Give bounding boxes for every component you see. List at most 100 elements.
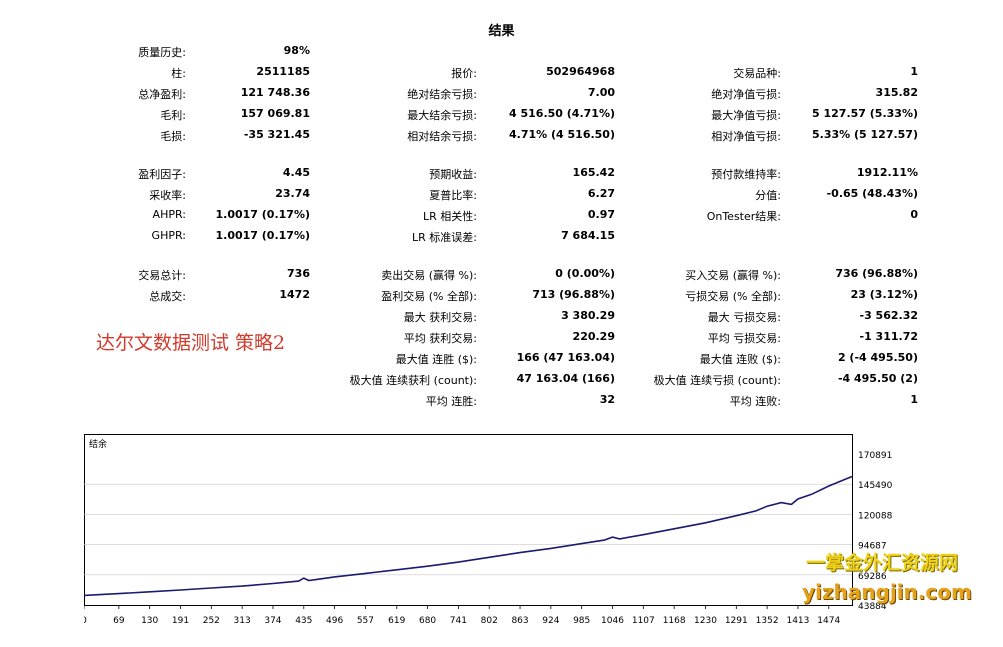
history-quality-value: 98% <box>283 44 310 57</box>
profit-factor-label: 盈利因子: <box>138 168 186 181</box>
x-tick-label: 496 <box>326 616 343 626</box>
x-tick-label: 1291 <box>725 616 748 626</box>
x-tick-label: 741 <box>450 616 467 626</box>
symbols-label: 交易品种: <box>733 67 781 80</box>
loss-trades-label: 亏损交易 (% 全部): <box>685 290 781 303</box>
symbols-value: 1 <box>910 65 918 78</box>
equity-dd-abs-value: 315.82 <box>875 86 918 99</box>
z-score-value: -0.65 (48.43%) <box>826 187 918 200</box>
equity-dd-rel-label: 相对净值亏损: <box>711 130 781 143</box>
x-tick-label: 435 <box>295 616 312 626</box>
equity-dd-max-label: 最大净值亏损: <box>711 109 781 122</box>
profit-trades-label: 盈利交易 (% 全部): <box>381 290 477 303</box>
lr-correlation-value: 0.97 <box>587 208 615 221</box>
average-consec-wins-label: 平均 连胜: <box>425 395 477 408</box>
gross-loss-label: 毛损: <box>160 130 186 143</box>
total-trades-label: 交易总计: <box>138 269 186 282</box>
short-trades-label: 卖出交易 (赢得 %): <box>381 269 477 282</box>
equity-dd-max-value: 5 127.57 (5.33%) <box>812 107 918 120</box>
lr-correlation-label: LR 相关性: <box>423 210 477 223</box>
lr-std-error-value: 7 684.15 <box>561 229 615 242</box>
x-tick-label: 557 <box>357 616 374 626</box>
ticks-label: 报价: <box>451 67 477 80</box>
total-trades-value: 736 <box>287 267 310 280</box>
maximal-consec-profit-label: 极大值 连续获利 (count): <box>349 374 477 387</box>
balance-dd-abs-label: 绝对结余亏损: <box>407 88 477 101</box>
x-tick-label: 1413 <box>786 616 809 626</box>
balance-dd-rel-label: 相对结余亏损: <box>407 130 477 143</box>
balance-dd-max-label: 最大结余亏损: <box>407 109 477 122</box>
recovery-factor-label: 采收率: <box>149 189 186 202</box>
ahpr-value: 1.0017 (0.17%) <box>215 208 311 221</box>
x-tick-label: 985 <box>573 616 590 626</box>
average-consec-losses-label: 平均 连败: <box>729 395 781 408</box>
average-loss-value: -1 311.72 <box>859 330 919 343</box>
ghpr-value: 1.0017 (0.17%) <box>215 229 311 242</box>
x-tick-label: 1474 <box>817 616 840 626</box>
bars-label: 柱: <box>171 67 186 80</box>
balance-dd-rel-value: 4.71% (4 516.50) <box>509 128 615 141</box>
equity-dd-rel-value: 5.33% (5 127.57) <box>812 128 918 141</box>
y-tick-label: 43884 <box>858 602 887 612</box>
bars-value: 2511185 <box>256 65 310 78</box>
short-trades-value: 0 (0.00%) <box>555 267 615 280</box>
x-tick-label: 374 <box>264 616 281 626</box>
max-consec-wins-value: 166 (47 163.04) <box>516 351 615 364</box>
profit-factor-value: 4.45 <box>282 166 310 179</box>
largest-profit-label: 最大 获利交易: <box>403 311 477 324</box>
gross-profit-label: 毛利: <box>160 109 186 122</box>
margin-level-value: 1912.11% <box>856 166 918 179</box>
average-consec-losses-value: 1 <box>910 393 918 406</box>
y-tick-label: 170891 <box>858 451 892 461</box>
max-consec-wins-label: 最大值 连胜 ($): <box>395 353 477 366</box>
x-tick-label: 130 <box>141 616 158 626</box>
average-profit-value: 220.29 <box>572 330 615 343</box>
ontester-value: 0 <box>910 208 918 221</box>
recovery-factor-value: 23.74 <box>275 187 310 200</box>
balance-chart-svg: 结余 170891 145490 120088 94687 69286 43884 0 69… <box>81 434 893 626</box>
x-tick-label: 680 <box>419 616 436 626</box>
z-score-label: 分值: <box>755 189 781 202</box>
gross-profit-value: 157 069.81 <box>240 107 310 120</box>
watermark-url: yizhangjin.com <box>802 580 972 604</box>
ontester-label: OnTester结果: <box>706 210 781 223</box>
margin-level-label: 预付款维持率: <box>711 168 781 181</box>
equity-dd-abs-label: 绝对净值亏损: <box>711 88 781 101</box>
maximal-consec-profit-value: 47 163.04 (166) <box>516 372 615 385</box>
sharpe-ratio-label: 夏普比率: <box>429 189 477 202</box>
x-tick-label: 191 <box>172 616 189 626</box>
x-tick-label: 1107 <box>632 616 655 626</box>
maximal-consec-loss-value: -4 495.50 (2) <box>837 372 918 385</box>
x-tick-label: 619 <box>388 616 405 626</box>
x-tick-label: 69 <box>113 616 125 626</box>
x-tick-label: 1046 <box>601 616 624 626</box>
x-tick-label: 802 <box>481 616 498 626</box>
profit-trades-value: 713 (96.88%) <box>532 288 615 301</box>
balance-dd-max-value: 4 516.50 (4.71%) <box>509 107 615 120</box>
ghpr-label: GHPR: <box>151 229 186 242</box>
strategy-note: 达尔文数据测试 策略2 <box>96 332 286 354</box>
max-consec-losses-label: 最大值 连败 ($): <box>699 353 781 366</box>
total-deals-label: 总成交: <box>149 290 186 303</box>
y-tick-label: 145490 <box>858 481 893 491</box>
long-trades-value: 736 (96.88%) <box>835 267 918 280</box>
total-deals-value: 1472 <box>279 288 310 301</box>
chart-legend: 结余 <box>89 438 107 450</box>
y-tick-label: 94687 <box>858 542 887 552</box>
expected-payoff-label: 预期收益: <box>429 168 477 181</box>
balance-chart: 结余 170891 145490 120088 94687 69286 43884 0 69… <box>81 434 944 630</box>
y-tick-label: 69286 <box>858 572 887 582</box>
x-tick-label: 863 <box>511 616 528 626</box>
page-title: 结果 <box>488 24 515 39</box>
sharpe-ratio-value: 6.27 <box>587 187 615 200</box>
total-net-profit-label: 总净盈利: <box>138 88 186 101</box>
largest-loss-label: 最大 亏损交易: <box>707 311 781 324</box>
x-tick-label: 1352 <box>756 616 779 626</box>
largest-profit-value: 3 380.29 <box>561 309 615 322</box>
x-tick-label: 252 <box>203 616 220 626</box>
y-tick-label: 120088 <box>858 511 893 521</box>
x-tick-label: 1168 <box>663 616 686 626</box>
balance-line <box>83 475 853 597</box>
maximal-consec-loss-label: 极大值 连续亏损 (count): <box>653 374 781 387</box>
long-trades-label: 买入交易 (赢得 %): <box>685 269 781 282</box>
